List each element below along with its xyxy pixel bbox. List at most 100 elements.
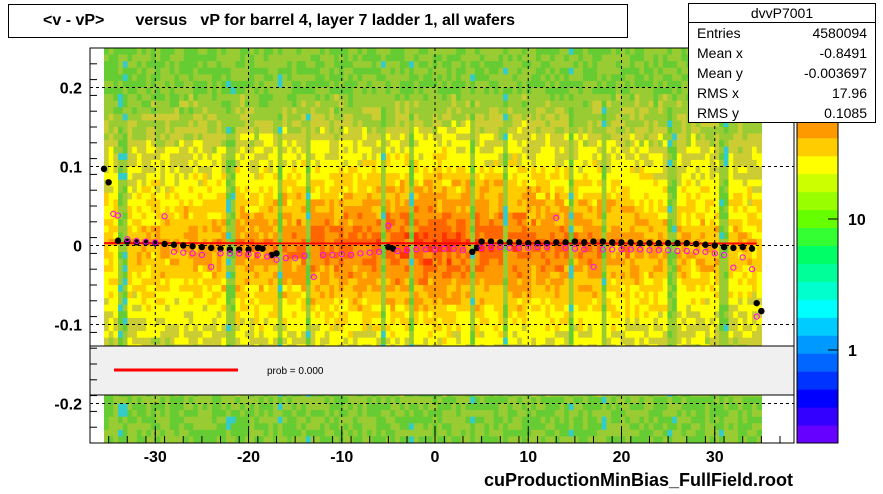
heatmap-cell <box>390 403 396 411</box>
heatmap-cell <box>141 107 147 115</box>
heatmap-cell <box>385 120 392 128</box>
heatmap-cell <box>352 74 359 82</box>
heatmap-cell <box>254 311 260 319</box>
heatmap-cell <box>235 74 241 82</box>
heatmap-cell <box>404 265 410 273</box>
heatmap-cell <box>291 416 298 424</box>
heatmap-cell <box>484 80 490 89</box>
heatmap-cell <box>141 245 147 253</box>
heatmap-cell <box>301 324 307 332</box>
heatmap-cell <box>324 54 330 62</box>
heatmap-cell <box>329 337 335 345</box>
heatmap-cell <box>423 331 429 339</box>
heatmap-cell <box>329 54 335 62</box>
heatmap-cell <box>465 159 471 168</box>
heatmap-cell <box>399 206 406 214</box>
heatmap-cell <box>287 54 293 62</box>
heatmap-cell <box>108 159 114 168</box>
heatmap-cell <box>136 113 143 122</box>
heatmap-cell <box>451 285 457 293</box>
heatmap-cell <box>188 48 194 56</box>
heatmap-cell <box>226 166 232 174</box>
heatmap-cell <box>371 67 377 75</box>
heatmap-cell <box>291 173 298 181</box>
heatmap-cell <box>183 410 190 418</box>
heatmap-cell <box>258 159 265 168</box>
heatmap-cell <box>376 61 382 69</box>
heatmap-cell <box>310 317 316 326</box>
heatmap-cell <box>287 324 293 332</box>
heatmap-cell <box>446 61 453 69</box>
heatmap-cell <box>263 324 269 332</box>
heatmap-cell <box>249 436 255 443</box>
heatmap-cell <box>226 265 232 273</box>
heatmap-cell <box>418 291 424 299</box>
heatmap-cell <box>273 285 279 293</box>
heatmap-cell <box>385 429 392 438</box>
heatmap-cell <box>329 429 335 438</box>
heatmap-cell <box>263 133 269 141</box>
heatmap-cell <box>376 192 382 201</box>
heatmap-cell <box>169 127 176 135</box>
heatmap-cell <box>432 324 438 332</box>
heatmap-cell <box>277 429 284 438</box>
heatmap-cell <box>404 153 410 161</box>
heatmap-cell <box>404 146 410 154</box>
heatmap-cell <box>146 225 152 233</box>
heatmap-cell <box>244 107 251 115</box>
heatmap-cell <box>169 337 176 345</box>
heatmap-cell <box>409 212 415 220</box>
heatmap-cell <box>446 48 453 56</box>
heatmap-cell <box>235 410 241 418</box>
heatmap-cell <box>310 173 316 181</box>
heatmap-cell <box>348 166 354 174</box>
heatmap-cell <box>226 429 232 438</box>
heatmap-cell <box>484 100 490 108</box>
heatmap-cell <box>489 120 495 128</box>
heatmap-cell <box>427 186 434 194</box>
heatmap-cell <box>362 429 368 438</box>
heatmap-cell <box>329 416 335 424</box>
heatmap-cell <box>451 219 457 227</box>
heatmap-cell <box>465 186 471 194</box>
heatmap-cell <box>141 127 147 135</box>
heatmap-cell <box>423 67 429 75</box>
heatmap-cell <box>489 74 495 82</box>
heatmap-cell <box>479 80 485 89</box>
heatmap-cell <box>404 54 410 62</box>
heatmap-cell <box>230 285 237 293</box>
heatmap-cell <box>268 140 274 148</box>
heatmap-cell <box>118 298 124 306</box>
heatmap-cell <box>118 429 124 438</box>
heatmap-cell <box>132 192 138 201</box>
heatmap-cell <box>226 298 232 306</box>
heatmap-cell <box>179 265 185 273</box>
heatmap-cell <box>493 107 500 115</box>
heatmap-cell <box>324 146 330 154</box>
heatmap-cell <box>362 127 368 135</box>
heatmap-cell <box>108 337 114 345</box>
heatmap-cell <box>103 127 110 135</box>
heatmap-cell <box>456 324 462 332</box>
heatmap-cell <box>432 113 438 122</box>
heatmap-cell <box>409 429 415 438</box>
heatmap-cell <box>235 54 241 62</box>
heatmap-cell <box>150 94 157 102</box>
heatmap-cell <box>324 245 330 253</box>
heatmap-cell <box>108 206 114 214</box>
heatmap-cell <box>460 173 467 181</box>
heatmap-cell <box>254 61 260 69</box>
heatmap-cell <box>381 120 387 128</box>
heatmap-cell <box>249 271 255 280</box>
heatmap-cell <box>235 219 241 227</box>
heatmap-cell <box>432 337 438 345</box>
heatmap-cell <box>118 107 124 115</box>
heatmap-cell <box>193 120 199 128</box>
heatmap-cell <box>404 192 410 201</box>
heatmap-cell <box>244 67 251 75</box>
heatmap-cell <box>150 285 157 293</box>
heatmap-cell <box>315 107 321 115</box>
heatmap-cell <box>404 199 410 207</box>
heatmap-cell <box>160 304 166 312</box>
heatmap-cell <box>258 265 265 273</box>
